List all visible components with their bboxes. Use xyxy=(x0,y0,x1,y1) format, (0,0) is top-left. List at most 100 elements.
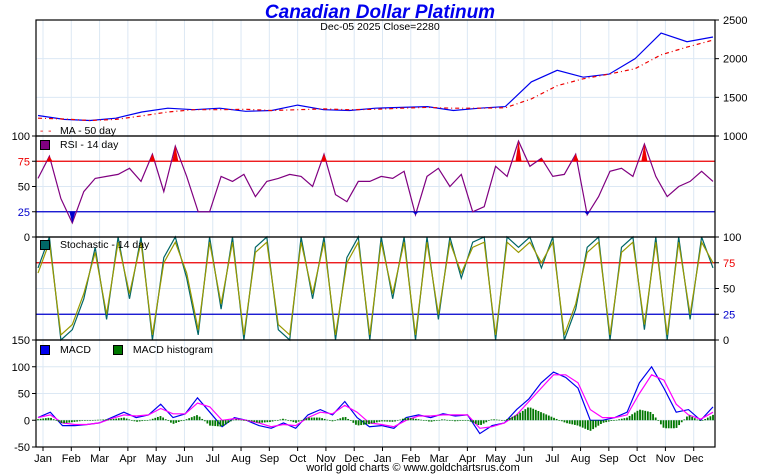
legend-rsi: RSI - 14 day xyxy=(40,139,118,151)
macd-histogram-bar xyxy=(600,420,602,424)
macd-histogram-bar xyxy=(534,409,537,421)
stoch-swatch-icon xyxy=(40,240,50,250)
macd-histogram-bar xyxy=(183,420,185,421)
x-tick-label: Jun xyxy=(515,453,533,465)
rsi-oversold-fill xyxy=(584,211,591,215)
legend-macd-label: MACD xyxy=(60,344,91,356)
macd-histogram-bar xyxy=(47,417,50,421)
macd-histogram-bar xyxy=(391,420,394,422)
macd-histogram-bar xyxy=(269,420,271,422)
macd-histogram-bar xyxy=(686,416,688,421)
macd-histogram-bar xyxy=(323,418,326,421)
macd-histogram-bar xyxy=(368,420,370,425)
macd-histogram-bar xyxy=(37,419,39,421)
macd-histogram-bar xyxy=(425,420,428,421)
macd-histogram-bar xyxy=(141,420,144,422)
macd-histogram-bar xyxy=(110,419,112,421)
macd-histogram-bar xyxy=(203,420,206,422)
macd-histogram-bar xyxy=(373,420,376,423)
macd-histogram-bar xyxy=(636,410,639,421)
macd-histogram-bar xyxy=(375,420,378,423)
macd-histogram-bar xyxy=(529,407,532,421)
x-tick-label: Aug xyxy=(571,453,591,465)
macd-histogram-bar xyxy=(693,418,696,421)
macd-histogram-bar xyxy=(279,419,282,421)
macd-histogram-bar xyxy=(258,420,261,423)
macd-histogram-bar xyxy=(177,420,180,422)
macd-histogram-bar xyxy=(190,417,193,421)
macd-histogram-bar xyxy=(235,419,237,421)
macd-histogram-bar xyxy=(334,420,337,421)
macd-histogram-bar xyxy=(289,420,292,422)
macd-histogram-bar xyxy=(560,420,563,422)
macd-histogram-bar xyxy=(422,420,425,421)
macd-histogram-bar xyxy=(639,409,641,421)
macd-histogram-bar xyxy=(454,420,456,422)
macd-histogram-bar xyxy=(508,417,511,421)
macd-histogram-bar xyxy=(388,420,391,422)
rsi-overbought-fill xyxy=(515,141,522,162)
x-tick-label: Jan xyxy=(374,453,392,465)
macd-histogram-bar xyxy=(566,420,568,424)
macd-histogram-bar xyxy=(245,420,248,421)
macd-histogram-bar xyxy=(198,416,201,421)
y-tick-label: 100 xyxy=(12,131,30,143)
y-tick-label: 100 xyxy=(12,362,30,374)
macd-histogram-bar xyxy=(579,420,581,427)
macd-histogram-bar xyxy=(680,420,683,423)
macd-histogram-bar xyxy=(407,417,409,421)
macd-histogram-bar xyxy=(352,420,355,423)
macd-histogram-bar xyxy=(224,420,227,425)
macd-histogram-bar xyxy=(229,420,232,422)
macd-histogram-bar xyxy=(688,415,691,421)
macd-histogram-bar xyxy=(162,417,164,421)
macd-histogram-bar xyxy=(180,420,183,422)
macd-histogram-bar xyxy=(57,420,60,422)
macd-histogram-bar xyxy=(652,414,654,421)
macd-histogram-bar xyxy=(401,418,404,421)
macd-histogram-bar xyxy=(156,416,159,421)
macd-histogram-bar xyxy=(563,420,566,423)
macd-histogram-bar xyxy=(73,420,76,422)
macd-histogram-bar xyxy=(430,420,433,422)
ma-dash-icon: - - xyxy=(40,125,53,137)
macd-histogram-bar xyxy=(170,420,172,423)
macd-histogram-bar xyxy=(146,420,149,421)
x-tick-label: May xyxy=(146,453,167,465)
macd-histogram-bar xyxy=(201,418,204,421)
y-tick-label: 50 xyxy=(18,182,30,194)
macd-histogram-bar xyxy=(154,417,157,421)
y-tick-label: 25 xyxy=(18,207,30,219)
x-tick-label: Dec xyxy=(344,453,364,465)
macd-histogram-bar xyxy=(242,420,245,421)
macd-histogram-bar xyxy=(435,420,438,421)
macd-histogram-bar xyxy=(511,416,514,421)
macd-histogram-bar xyxy=(633,412,636,421)
y-tick-label: 100 xyxy=(723,232,741,244)
macd-histogram-bar xyxy=(336,419,339,421)
x-tick-label: Apr xyxy=(119,453,136,465)
macd-histogram-bar xyxy=(537,411,540,421)
rsi-overbought-fill xyxy=(321,154,328,162)
macd-histogram-bar xyxy=(365,420,368,425)
rsi-overbought-fill xyxy=(641,144,648,162)
macd-histogram-bar xyxy=(97,419,99,421)
macd-histogram-bar xyxy=(321,418,323,421)
macd-histogram-bar xyxy=(417,419,420,421)
macd-histogram-bar xyxy=(399,419,402,421)
macd-histogram-bar xyxy=(553,417,555,421)
macd-histogram-bar xyxy=(673,420,675,429)
macd-histogram-bar xyxy=(524,409,527,421)
rsi-oversold-fill xyxy=(69,211,76,223)
macd-histogram-bar xyxy=(50,417,52,421)
macd-histogram-bar xyxy=(613,420,615,421)
macd-histogram-bar xyxy=(542,413,545,421)
macd-histogram-bar xyxy=(250,420,253,422)
macd-histogram-bar xyxy=(331,420,334,422)
macd-histogram-bar xyxy=(459,420,462,421)
legend-macd: MACD MACD histogram xyxy=(40,344,213,356)
macd-histogram-bar xyxy=(70,420,73,423)
x-tick-label: Nov xyxy=(656,453,676,465)
macd-histogram-bar xyxy=(550,416,553,421)
macd-histogram-bar xyxy=(42,418,45,421)
